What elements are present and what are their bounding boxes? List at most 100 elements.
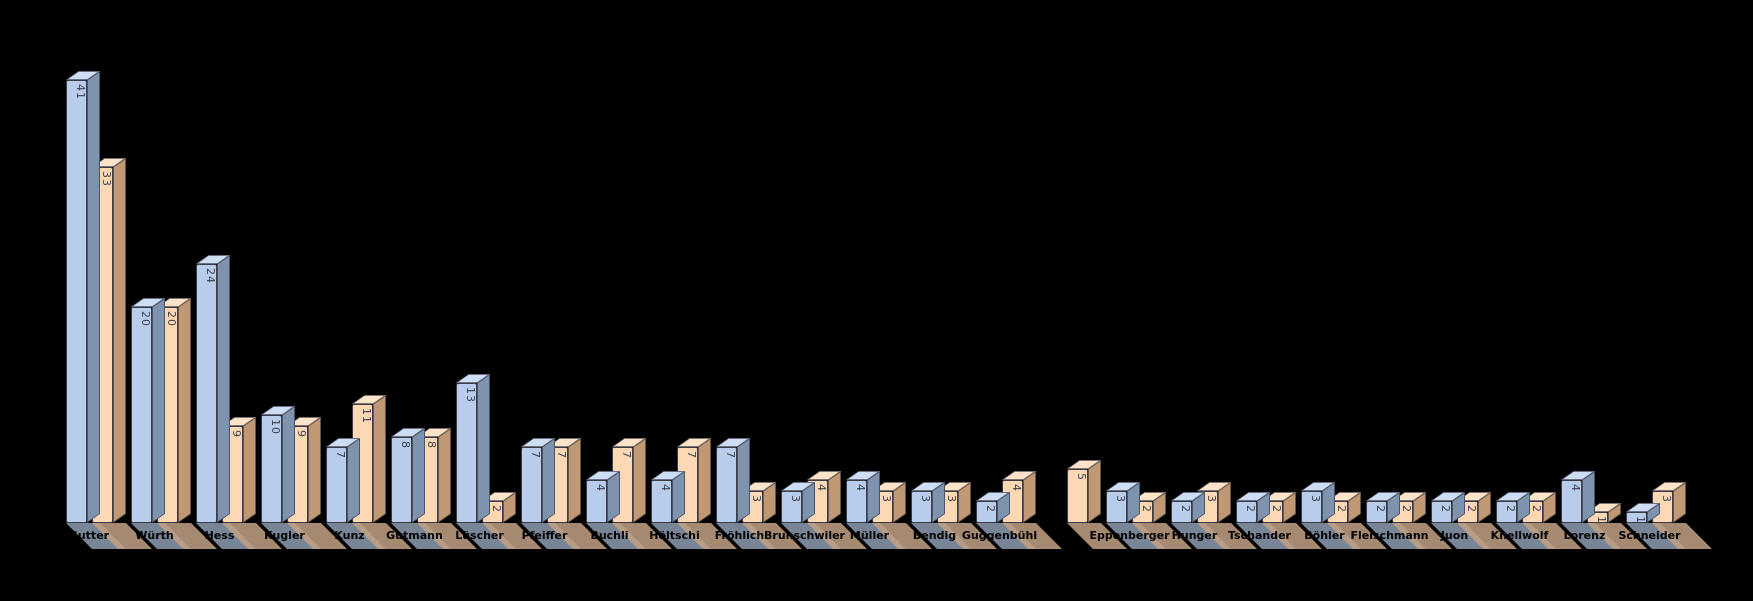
- bar-value-label: 2: [1244, 505, 1257, 513]
- orange-series-bar-side-face: [1673, 481, 1686, 523]
- bar-value-label: 7: [724, 451, 737, 459]
- blue-series-bar: 3: [1106, 481, 1140, 523]
- blue-series-bar: 13: [456, 373, 490, 523]
- orange-series-bar-side-face: [828, 470, 841, 523]
- bar-value-label: 7: [685, 451, 698, 459]
- category-label: Kunz: [334, 529, 365, 542]
- orange-series-bar-side-face: [243, 416, 256, 523]
- blue-series-bar-side-face: [477, 373, 490, 523]
- blue-series-bar: 7: [716, 437, 750, 523]
- category-label: Juon: [1440, 529, 1469, 542]
- category-label: Bendig: [912, 529, 957, 542]
- category-label: Lüscher: [455, 529, 504, 542]
- bar-value-label: 3: [789, 495, 802, 503]
- blue-series-bar: 2: [976, 491, 1010, 523]
- category-label: Fröhlich: [714, 529, 765, 542]
- orange-series-bar-side-face: [308, 416, 321, 523]
- bar-value-label: 13: [464, 387, 477, 403]
- blue-series-bar-front-face: 3: [1106, 491, 1127, 523]
- blue-series-bar-front-face: 8: [391, 437, 412, 523]
- orange-series-bar-side-face: [373, 394, 386, 523]
- category-label: Kugler: [264, 529, 305, 542]
- blue-series-bar-front-face: 3: [1301, 491, 1322, 523]
- blue-series-bar-front-face: 2: [1236, 501, 1257, 523]
- orange-series-bar-side-face: [438, 427, 451, 523]
- bar-value-label: 11: [360, 408, 373, 424]
- category-label: Tschander: [1228, 529, 1291, 542]
- bar-value-label: 2: [984, 505, 997, 513]
- blue-series-bar-front-face: 4: [1561, 480, 1582, 523]
- blue-series-bar-side-face: [217, 254, 230, 523]
- orange-series-bar-side-face: [893, 481, 906, 523]
- bar-value-label: 5: [1075, 473, 1088, 481]
- blue-series-bar-front-face: 7: [326, 447, 347, 523]
- category-label: Lorenz: [1563, 529, 1606, 542]
- bar-value-label: 7: [529, 451, 542, 459]
- category-label: Hess: [204, 529, 235, 542]
- bar-value-label: 1: [1595, 516, 1608, 524]
- blue-series-bar-side-face: [1582, 470, 1595, 523]
- blue-series-bar-front-face: 2: [1496, 501, 1517, 523]
- orange-series-bar-side-face: [1218, 481, 1231, 523]
- bar-value-label: 4: [854, 484, 867, 492]
- bar-value-label: 3: [1660, 495, 1673, 503]
- bar-value-label: 2: [1504, 505, 1517, 513]
- blue-series-bar-side-face: [282, 405, 295, 523]
- blue-series-bar-front-face: 2: [1171, 501, 1192, 523]
- blue-series-bar-side-face: [87, 70, 100, 523]
- category-label: Gutmann: [386, 529, 443, 542]
- bar-value-label: 8: [399, 441, 412, 449]
- category-label: Sutter: [69, 529, 110, 542]
- blue-series-bar: 3: [1301, 481, 1335, 523]
- blue-series-bar-side-face: [867, 470, 880, 523]
- bar-value-label: 3: [1114, 495, 1127, 503]
- blue-series-bar-front-face: 1: [1626, 512, 1647, 524]
- category-label: Schneider: [1618, 529, 1681, 542]
- orange-series-bar-side-face: [113, 157, 126, 523]
- blue-series-bar: 10: [261, 405, 295, 523]
- blue-series-bar-side-face: [607, 470, 620, 523]
- blue-series-bar: 8: [391, 427, 425, 523]
- category-label: Brunschwiler: [764, 529, 845, 542]
- bar-value-label: 4: [659, 484, 672, 492]
- bar-value-label: 7: [334, 451, 347, 459]
- blue-series-bar-front-face: 2: [1431, 501, 1452, 523]
- bar-value-label: 2: [1374, 505, 1387, 513]
- blue-series-bar: 7: [326, 437, 360, 523]
- blue-series-bar-front-face: 10: [261, 415, 282, 523]
- category-label: Höltschi: [649, 529, 700, 542]
- blue-series-bar: 20: [131, 297, 165, 523]
- blue-series-bar: 2: [1496, 491, 1530, 523]
- bar-value-label: 7: [620, 451, 633, 459]
- bar-value-label: 2: [1439, 505, 1452, 513]
- blue-series-bar-side-face: [672, 470, 685, 523]
- blue-series-bar: 4: [651, 470, 685, 523]
- orange-series-bar-side-face: [178, 297, 191, 523]
- orange-series-bar-side-face: [698, 437, 711, 523]
- blue-series-bar: 4: [586, 470, 620, 523]
- blue-series-bar-side-face: [542, 437, 555, 523]
- orange-series-bar: 5: [1067, 459, 1101, 523]
- blue-series-bar-front-face: 4: [846, 480, 867, 523]
- orange-series-bar-side-face: [958, 481, 971, 523]
- bar-value-label: 24: [204, 268, 217, 284]
- blue-series-bar: 2: [1366, 491, 1400, 523]
- blue-series-bar: 4: [846, 470, 880, 523]
- blue-series-bar-side-face: [347, 437, 360, 523]
- category-label: Eppenberger: [1089, 529, 1170, 542]
- bar-value-label: 3: [919, 495, 932, 503]
- category-label: Würth: [135, 529, 174, 542]
- blue-series-bar-front-face: 7: [521, 447, 542, 523]
- orange-series-bar-side-face: [763, 481, 776, 523]
- blue-series-bar-front-face: 3: [781, 491, 802, 523]
- bar-value-label: 1: [1634, 516, 1647, 524]
- bar-value-label: 4: [1569, 484, 1582, 492]
- blue-series-bar-front-face: 24: [196, 264, 217, 523]
- orange-series-bar-front-face: 5: [1067, 469, 1088, 523]
- bar-value-label: 41: [74, 84, 87, 100]
- blue-series-bar-front-face: 41: [66, 80, 87, 523]
- bar-value-label: 10: [269, 419, 282, 435]
- category-label: Buchli: [590, 529, 629, 542]
- category-label: Hunger: [1171, 529, 1218, 542]
